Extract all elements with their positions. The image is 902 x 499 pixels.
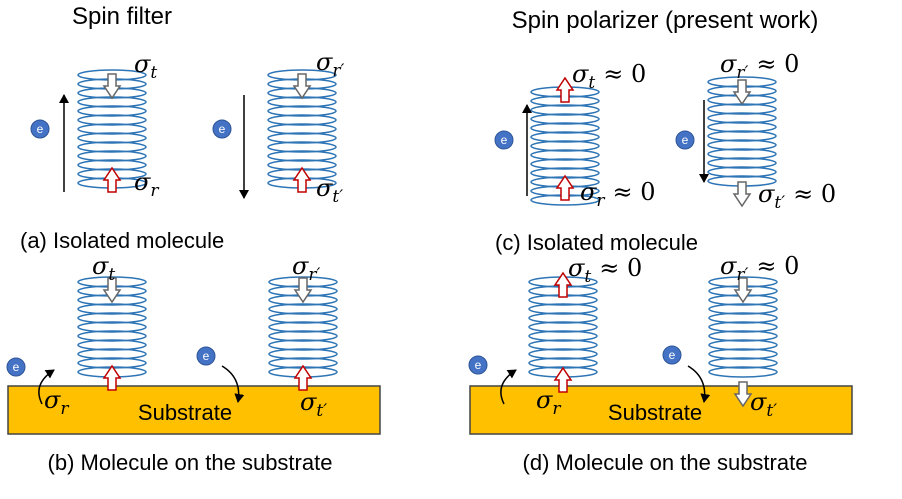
subscript: t′: [332, 187, 343, 207]
spin-arrow: [294, 74, 310, 98]
sigma: σ: [580, 178, 597, 206]
caption: (d) Molecule on the substrate: [523, 450, 808, 475]
sigma: σ: [758, 180, 775, 208]
subscript: r′: [736, 63, 748, 83]
spin-symbol: σt: [92, 252, 115, 285]
spin-symbol: σt′: [316, 174, 343, 207]
sigma: σ: [572, 60, 589, 88]
substrate-label: Substrate: [138, 400, 232, 425]
electron-label: e: [475, 358, 482, 372]
approx-zero: ≈ 0: [756, 50, 799, 78]
sigma: σ: [720, 252, 737, 280]
electron-label: e: [37, 122, 44, 136]
subscript: r: [596, 191, 605, 211]
spin-symbol: σr′: [316, 48, 345, 81]
spin-symbol: σr: [134, 168, 159, 201]
caption: (c) Isolated molecule: [495, 230, 698, 255]
sigma: σ: [134, 168, 151, 196]
subscript: r′: [736, 265, 748, 285]
sigma: σ: [568, 254, 585, 282]
header-left: Spin filter: [72, 3, 172, 30]
subscript: t: [588, 73, 595, 93]
approx-zero: ≈ 0: [613, 178, 656, 206]
electron-label: e: [203, 349, 210, 363]
spin-arrow: [557, 78, 573, 102]
subscript: r′: [308, 265, 320, 285]
electron-label: e: [669, 348, 676, 362]
diagram: Spin filter Spin polarizer (present work…: [0, 0, 902, 499]
subscript: t: [150, 63, 157, 83]
subscript: r: [60, 399, 69, 419]
subscript: t: [108, 265, 115, 285]
sigma: σ: [316, 48, 333, 76]
electron-label: e: [682, 133, 689, 147]
subscript: t′: [766, 401, 777, 421]
spin-arrow: [104, 74, 120, 98]
sigma: σ: [316, 174, 333, 202]
subscript: r: [150, 181, 159, 201]
caption: (a) Isolated molecule: [20, 228, 224, 253]
sigma: σ: [44, 386, 61, 414]
approx-zero: ≈ 0: [599, 254, 642, 282]
spin-symbol: σt′ ≈ 0: [758, 180, 836, 213]
subscript: r′: [332, 61, 344, 81]
approx-zero: ≈ 0: [756, 252, 799, 280]
sigma: σ: [720, 50, 737, 78]
subscript: r: [552, 399, 561, 419]
spin-symbol: σr ≈ 0: [580, 178, 656, 211]
subscript: t′: [774, 193, 785, 213]
approx-zero: ≈ 0: [793, 180, 836, 208]
sigma: σ: [536, 386, 553, 414]
electron-label: e: [501, 133, 508, 147]
substrate-label: Substrate: [608, 400, 702, 425]
header-right: Spin polarizer (present work): [512, 7, 819, 34]
spin-symbol: σr′ ≈ 0: [720, 252, 799, 285]
electron-label: e: [219, 122, 226, 136]
subscript: t: [584, 267, 591, 287]
spin-arrow: [734, 80, 750, 104]
sigma: σ: [750, 388, 767, 416]
subscript: t′: [316, 401, 327, 421]
approx-zero: ≈ 0: [603, 60, 646, 88]
electron-label: e: [13, 360, 20, 374]
sigma: σ: [134, 50, 151, 78]
sigma: σ: [92, 252, 109, 280]
sigma: σ: [300, 388, 317, 416]
sigma: σ: [292, 252, 309, 280]
caption: (b) Molecule on the substrate: [48, 450, 333, 475]
spin-symbol: σt ≈ 0: [568, 254, 642, 287]
